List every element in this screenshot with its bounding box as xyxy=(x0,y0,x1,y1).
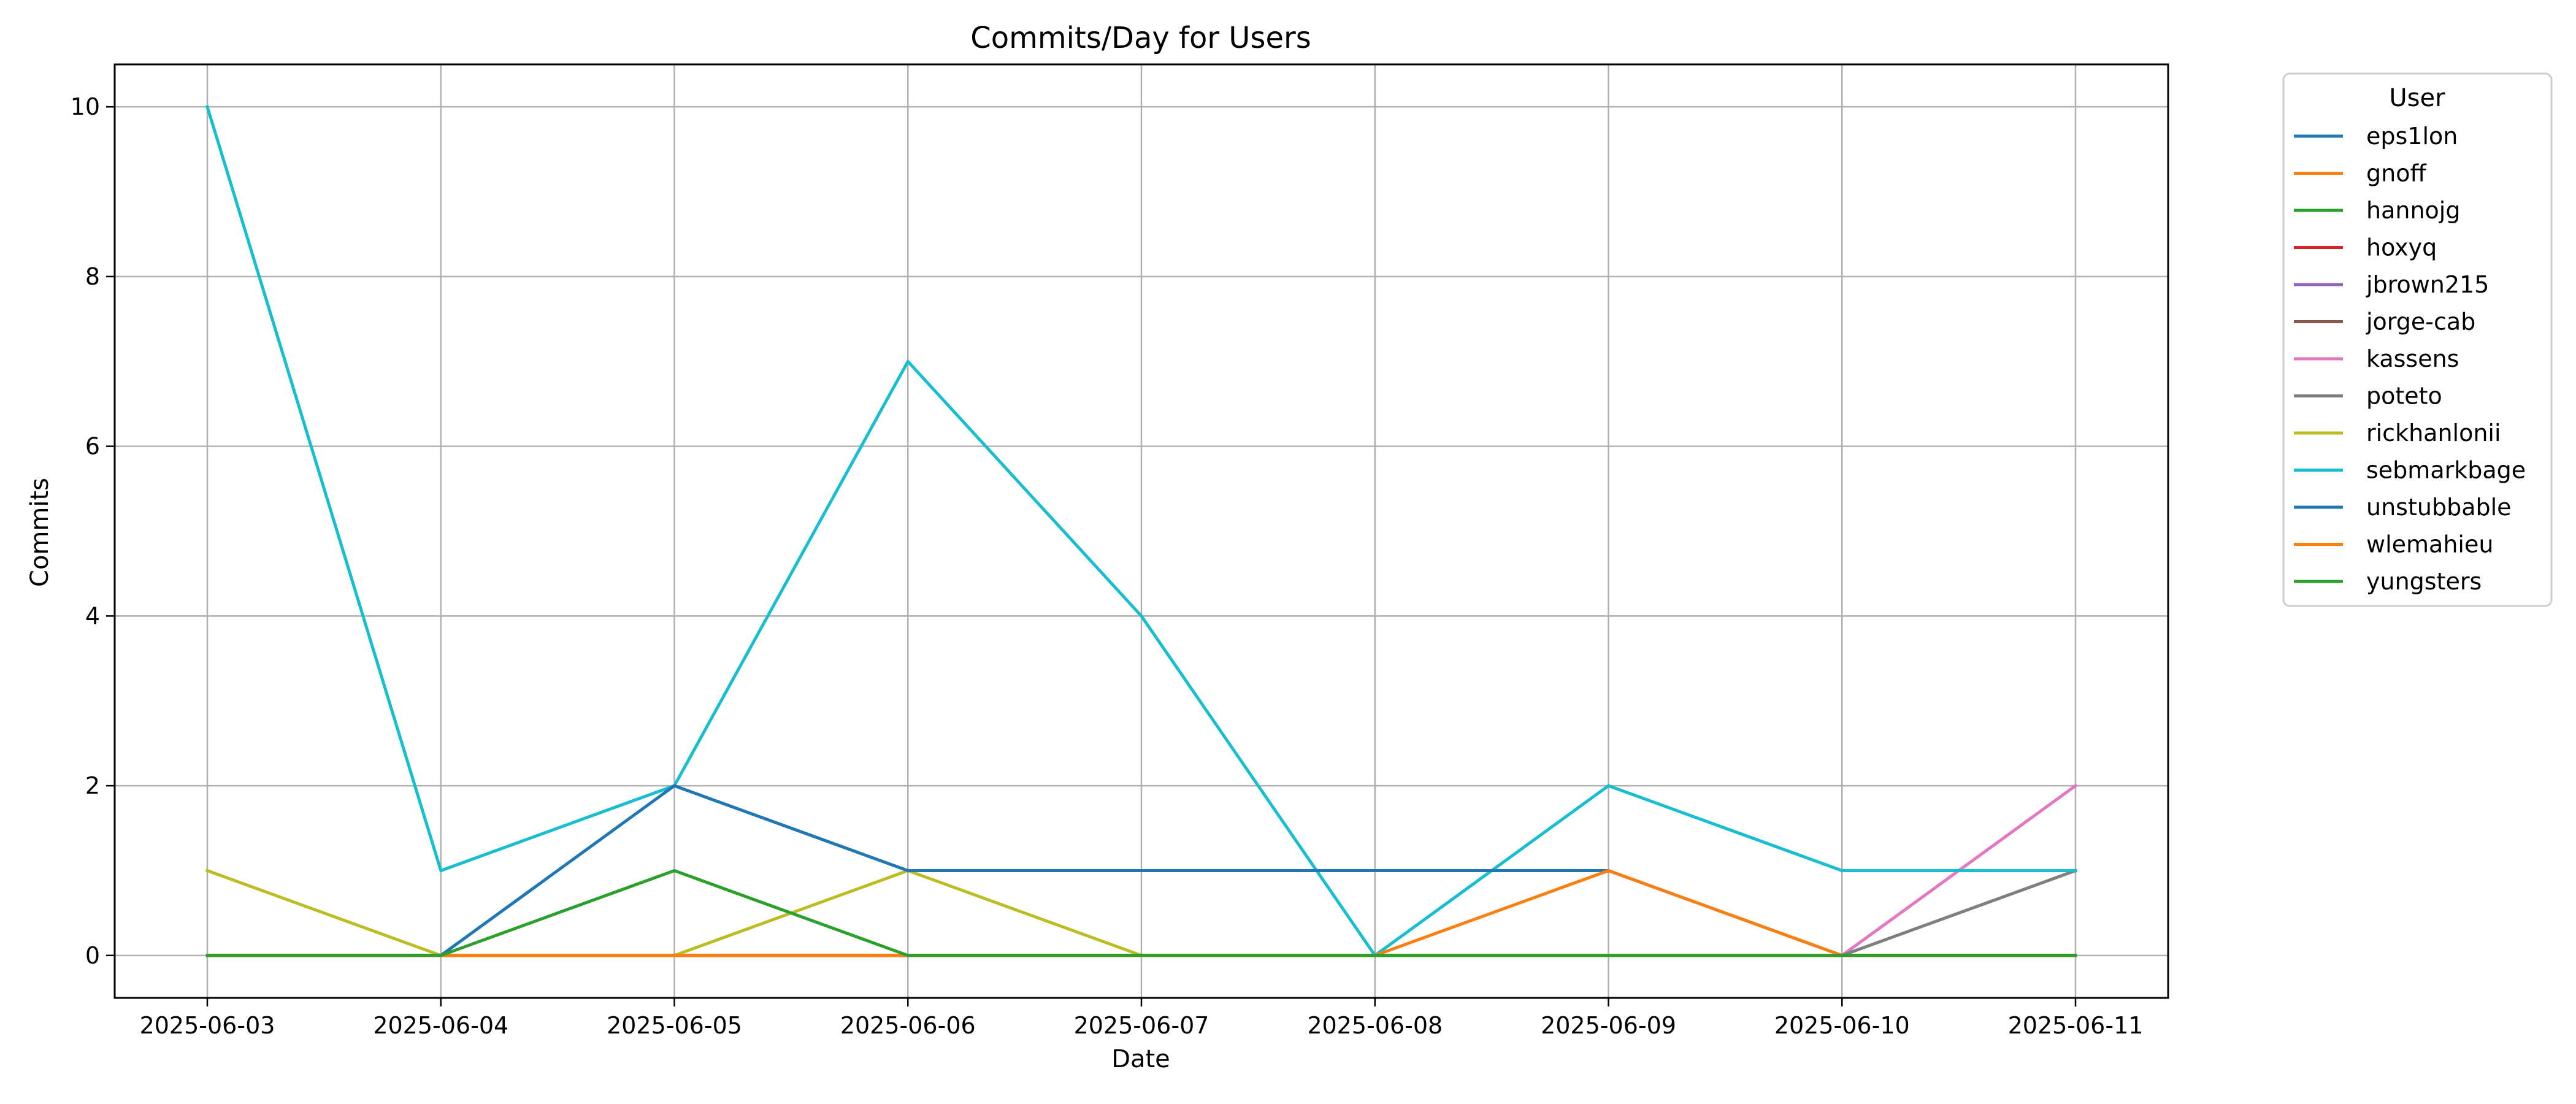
x-tick-label: 2025-06-06 xyxy=(840,1012,976,1039)
y-tick-label: 10 xyxy=(71,93,100,120)
legend-label-rickhanlonii: rickhanlonii xyxy=(2366,420,2501,447)
legend-title: User xyxy=(2389,84,2445,112)
x-axis-label: Date xyxy=(1111,1045,1170,1073)
y-tick-label: 6 xyxy=(85,433,100,460)
legend-label-hannojg: hannojg xyxy=(2366,197,2460,224)
y-tick-label: 4 xyxy=(85,602,100,629)
legend-label-gnoff: gnoff xyxy=(2366,160,2426,187)
y-tick-label: 8 xyxy=(85,263,100,290)
legend-label-wlemahieu: wlemahieu xyxy=(2366,531,2493,558)
y-ticks: 0 2 4 6 8 10 xyxy=(71,93,115,969)
legend-label-kassens: kassens xyxy=(2366,345,2459,372)
legend-label-unstubbable: unstubbable xyxy=(2366,494,2512,521)
grid xyxy=(115,64,2168,998)
x-tick-label: 2025-06-11 xyxy=(2008,1012,2144,1039)
x-tick-label: 2025-06-09 xyxy=(1541,1012,1676,1039)
legend-label-poteto: poteto xyxy=(2366,383,2442,410)
x-tick-label: 2025-06-05 xyxy=(607,1012,742,1039)
legend-label-hoxyq: hoxyq xyxy=(2366,234,2437,261)
legend-label-jorge-cab: jorge-cab xyxy=(2366,309,2475,335)
legend-label-jbrown215: jbrown215 xyxy=(2366,271,2489,298)
series-line-sebmarkbage xyxy=(205,105,2077,957)
series-lines xyxy=(205,105,2078,957)
x-tick-label: 2025-06-03 xyxy=(140,1012,275,1039)
x-tick-label: 2025-06-10 xyxy=(1774,1012,1910,1039)
legend: User eps1lon gnoff hannojg hoxyq jbrown215 jo… xyxy=(2282,72,2553,607)
y-tick-label: 0 xyxy=(85,942,100,969)
x-ticks: 2025-06-03 2025-06-04 2025-06-05 2025-06-06… xyxy=(140,998,2144,1039)
x-tick-label: 2025-06-04 xyxy=(373,1012,508,1039)
y-tick-label: 2 xyxy=(85,772,100,799)
x-tick-label: 2025-06-07 xyxy=(1074,1012,1209,1039)
series-line-yungsters xyxy=(205,869,2077,957)
x-tick-label: 2025-06-08 xyxy=(1307,1012,1443,1039)
chart-title: Commits/Day for Users xyxy=(970,21,1311,55)
legend-label-yungsters: yungsters xyxy=(2366,568,2482,595)
legend-label-sebmarkbage: sebmarkbage xyxy=(2366,457,2526,484)
y-axis-label: Commits xyxy=(26,478,54,587)
legend-label-eps1lon: eps1lon xyxy=(2366,123,2458,150)
legend-items: eps1lon gnoff hannojg hoxyq jbrown215 jorge-c… xyxy=(2294,123,2526,595)
legend-box xyxy=(2282,72,2553,607)
